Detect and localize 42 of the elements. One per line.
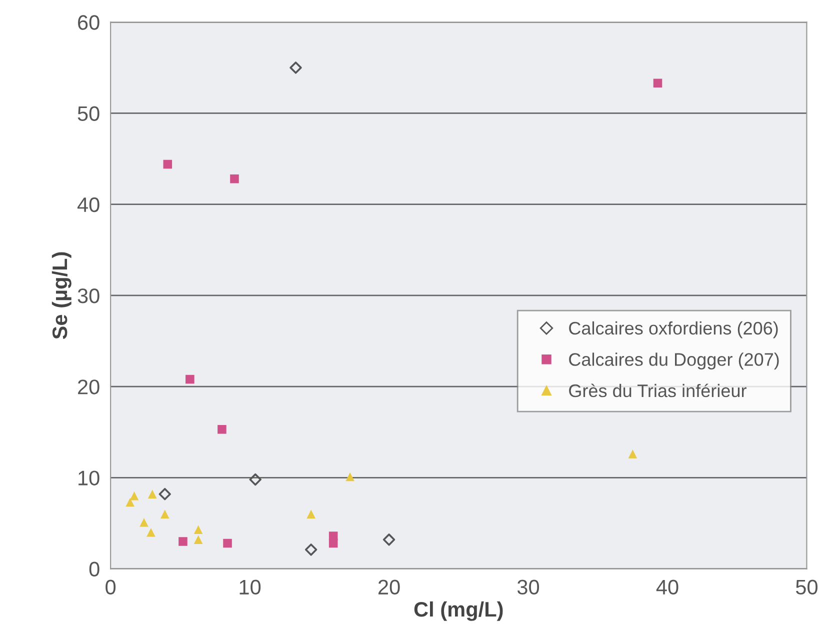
x-tick-label: 50: [796, 580, 818, 595]
point: [230, 174, 239, 184]
point: [130, 492, 139, 500]
point: [148, 490, 157, 498]
point: [249, 473, 262, 486]
point: [306, 510, 316, 519]
y-tick-label: 50: [78, 106, 100, 121]
point: [346, 472, 354, 482]
x-tick-label: 10: [240, 580, 261, 595]
point: [194, 535, 203, 544]
y-tick-label: 10: [78, 470, 100, 486]
x-tick-label: 20: [378, 580, 400, 595]
point: [163, 160, 172, 169]
legend-label: Calcaires oxfordiens (206): [569, 321, 778, 338]
x-axis-title: Cl (mg/L): [414, 601, 503, 621]
y-axis-title: Se (µg/L): [52, 252, 72, 340]
point: [140, 518, 148, 527]
legend-label: Grès du Trias inférieur: [569, 384, 746, 398]
point: [194, 525, 203, 534]
point: [382, 534, 396, 546]
x-tick-label: 30: [517, 580, 540, 595]
y-tick-label: 0: [89, 562, 100, 577]
point: [146, 528, 156, 537]
point: [223, 538, 232, 548]
point: [628, 450, 638, 458]
x-tick-label: 40: [656, 580, 678, 595]
point: [158, 488, 171, 500]
point: [186, 374, 194, 384]
y-tick-label: 30: [78, 288, 100, 304]
point: [290, 62, 302, 74]
y-tick-label: 60: [78, 15, 100, 30]
point: [653, 78, 662, 88]
x-tick-label: 0: [106, 580, 116, 595]
point: [304, 544, 318, 556]
point: [218, 425, 226, 434]
y-tick-label: 20: [78, 380, 100, 394]
point: [178, 537, 188, 546]
legend-label: Calcaires du Dogger (207): [569, 352, 779, 370]
point: [126, 498, 134, 507]
y-tick-label: 40: [77, 197, 100, 212]
point: [160, 510, 170, 519]
point: [328, 538, 338, 548]
